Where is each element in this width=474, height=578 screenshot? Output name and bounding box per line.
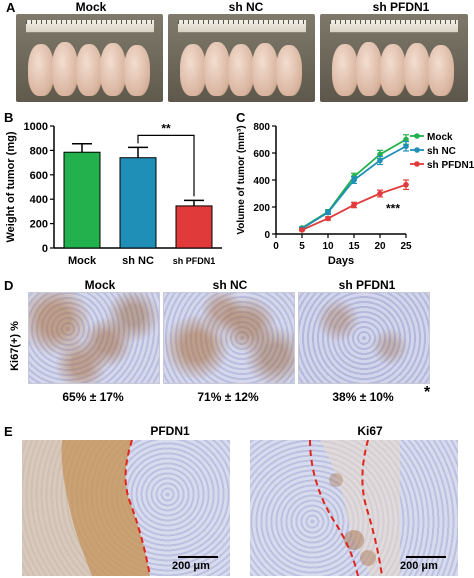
y-tick-label: 0 bbox=[42, 243, 48, 255]
scale-bar-ki67 bbox=[406, 556, 446, 558]
panel-e: PFDN1 Ki67 200 μm 200 μm bbox=[0, 424, 474, 578]
tumor-weight-bar-chart: 0 200 400 600 800 1000 Weight of tumor (mg) Moc… bbox=[5, 121, 222, 267]
panel-e-title-pfdn1: PFDN1 bbox=[150, 424, 190, 438]
panel-d-y-label: Ki67(+) % bbox=[9, 321, 21, 371]
y-tick-label: 1000 bbox=[24, 121, 48, 133]
scale-bar-pfdn1 bbox=[178, 556, 218, 558]
data-point bbox=[351, 177, 357, 183]
data-point bbox=[377, 190, 383, 197]
y-tick-label: 600 bbox=[253, 149, 270, 160]
series-line bbox=[301, 145, 407, 230]
data-point bbox=[299, 227, 305, 233]
ihc-image-pfdn1: 200 μm bbox=[22, 440, 230, 576]
panel-d-title-sh-pfdn1: sh PFDN1 bbox=[338, 278, 396, 292]
ki67-percentage-sh-pfdn1: 38% ± 10% bbox=[332, 390, 394, 404]
group-title-sh-nc: sh NC bbox=[228, 0, 264, 14]
tumor-boundary-line-ki67 bbox=[361, 440, 383, 576]
bar bbox=[119, 157, 157, 249]
panel-d: Mock sh NC sh PFDN1 Ki67(+) % 65% ± 17% … bbox=[0, 278, 474, 418]
ihc-image-ki67: 200 μm bbox=[250, 440, 458, 576]
panel-label-a: A bbox=[6, 0, 16, 15]
y-tick-label: 0 bbox=[264, 230, 270, 241]
significance-label: ** bbox=[161, 121, 171, 135]
panel-label-b: B bbox=[4, 110, 14, 125]
x-axis-title: Days bbox=[328, 255, 354, 267]
y-tick-label: 200 bbox=[253, 203, 270, 214]
group-title-mock: Mock bbox=[75, 0, 107, 14]
x-tick-label: sh NC bbox=[122, 255, 154, 267]
mice-photo-sh-pfdn1 bbox=[320, 14, 468, 102]
legend-marker bbox=[414, 133, 420, 139]
y-tick-label: 800 bbox=[253, 122, 270, 133]
tumor-boundary-line-ki67-left bbox=[309, 440, 359, 576]
x-tick-label: 5 bbox=[299, 241, 305, 252]
panel-d-title-mock: Mock bbox=[84, 278, 116, 292]
panel-label-c: C bbox=[236, 110, 246, 125]
data-point bbox=[351, 202, 357, 208]
panel-label-e: E bbox=[4, 424, 13, 439]
y-axis-title: Volume of tumor (mm³) bbox=[236, 125, 247, 234]
legend-label: sh NC bbox=[427, 146, 456, 157]
scale-bar-label-ki67: 200 μm bbox=[400, 560, 438, 572]
x-tick-label: Mock bbox=[68, 255, 97, 267]
data-point bbox=[377, 157, 383, 164]
bar bbox=[63, 151, 101, 249]
legend-marker bbox=[414, 161, 420, 167]
x-tick-label: 10 bbox=[322, 241, 334, 252]
x-tick-label: 25 bbox=[400, 241, 412, 252]
legend-label: sh PFDN1 bbox=[427, 160, 474, 171]
x-tick-label: 15 bbox=[348, 241, 360, 252]
y-tick-label: 400 bbox=[253, 176, 270, 187]
panel-e-title-ki67: Ki67 bbox=[357, 424, 383, 438]
data-point bbox=[325, 215, 331, 222]
data-point bbox=[377, 151, 383, 158]
legend-label: Mock bbox=[427, 132, 453, 143]
ki67-percentage-sh-nc: 71% ± 12% bbox=[197, 390, 259, 404]
panel-a-photos: Mock sh NC sh PFDN1 bbox=[16, 0, 468, 102]
ki67-percentage-mock: 65% ± 17% bbox=[62, 390, 124, 404]
mice-photo-sh-nc bbox=[168, 14, 315, 102]
bar bbox=[175, 205, 213, 249]
data-point bbox=[403, 181, 409, 188]
significance-bracket bbox=[137, 134, 195, 197]
ki67-significance-mark: * bbox=[424, 384, 431, 401]
ihc-image-sh-nc bbox=[163, 292, 295, 384]
data-point bbox=[403, 143, 409, 150]
significance-label: *** bbox=[386, 202, 400, 216]
ihc-image-sh-pfdn1 bbox=[298, 292, 430, 384]
scale-bar-label-pfdn1: 200 μm bbox=[172, 560, 210, 572]
group-title-sh-pfdn1: sh PFDN1 bbox=[372, 0, 430, 14]
y-axis-title: Weight of tumor (mg) bbox=[5, 131, 17, 242]
panel-label-d: D bbox=[4, 278, 14, 293]
y-tick-label: 600 bbox=[30, 170, 48, 182]
tumor-boundary-line-pfdn1 bbox=[124, 440, 151, 576]
data-point bbox=[403, 136, 409, 143]
legend-marker bbox=[414, 147, 420, 153]
y-tick-label: 200 bbox=[30, 219, 48, 231]
x-tick-label: 20 bbox=[374, 241, 386, 252]
y-tick-label: 800 bbox=[30, 145, 48, 157]
x-tick-label: sh PFDN1 bbox=[173, 256, 216, 266]
data-point bbox=[325, 209, 331, 216]
mice-photo-mock bbox=[16, 14, 163, 102]
panel-d-title-sh-nc: sh NC bbox=[212, 278, 248, 292]
ihc-image-mock bbox=[28, 292, 160, 384]
x-tick-label: 0 bbox=[273, 241, 279, 252]
y-tick-label: 400 bbox=[30, 194, 48, 206]
tumor-volume-line-chart: 0 200 400 600 800 0 5 10 15 20 25 Days Volume of tum… bbox=[236, 122, 474, 267]
